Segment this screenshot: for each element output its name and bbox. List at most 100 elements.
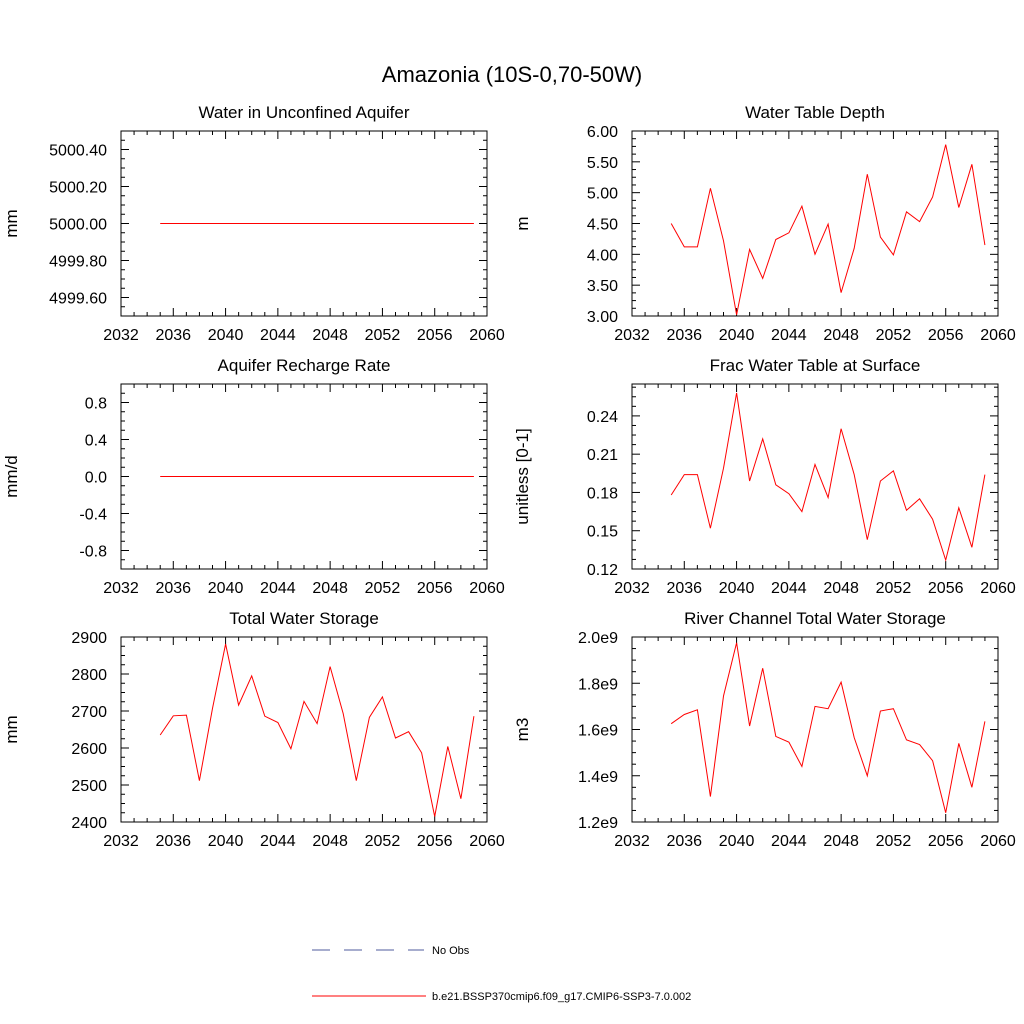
x-tick-label: 2052 [876,833,912,850]
y-tick-label: 2400 [71,815,107,832]
x-tick-label: 2048 [312,580,348,597]
x-tick-label: 2044 [260,833,296,850]
x-tick-label: 2044 [771,327,807,344]
y-tick-label: 0.15 [587,524,618,541]
x-tick-label: 2032 [103,580,139,597]
y-tick-label: 2500 [71,778,107,795]
series-line [159,643,475,817]
x-tick-label: 2056 [928,327,964,344]
series-line [670,392,986,562]
y-tick-label: 5000.20 [49,180,107,197]
panel-5: Total Water Storage mm 2032 2036 2040 2044 204… [2,609,505,850]
x-tick-label: 2048 [823,327,859,344]
y-tick-label: 1.2e9 [578,815,618,832]
series-line [670,642,986,813]
y-tick-label: -0.8 [79,544,107,561]
x-tick-label: 2040 [208,833,244,850]
y-tick-label: 5000.40 [49,143,107,160]
y-tick-label: 0.18 [587,485,618,502]
y-tick-label: 2800 [71,667,107,684]
x-tick-label: 2048 [312,833,348,850]
x-tick-label: 2036 [666,327,702,344]
x-tick-label: 2040 [719,327,755,344]
plot-frame [631,130,999,317]
plot-frame [120,636,488,823]
x-tick-label: 2060 [469,580,505,597]
y-axis-label: m3 [513,718,532,742]
x-tick-label: 2056 [417,580,453,597]
x-tick-label: 2044 [260,327,296,344]
panel-title: River Channel Total Water Storage [684,609,946,628]
y-axis-label: m [513,216,532,230]
legend: No Obs b.e21.BSSP370cmip6.f09_g17.CMIP6-… [312,945,691,1003]
plot-frame [631,383,999,570]
x-tick-label: 2036 [155,833,191,850]
panel-6: River Channel Total Water Storage m3 2032 2… [513,609,1016,850]
x-tick-label: 2052 [365,327,401,344]
y-axis-label: mm [2,209,21,237]
x-tick-label: 2040 [719,833,755,850]
y-tick-label: 5.00 [587,186,618,203]
panel-title: Aquifer Recharge Rate [218,356,391,375]
y-tick-label: 6.00 [587,124,618,141]
y-tick-label: 0.24 [587,409,618,426]
x-tick-label: 2060 [469,327,505,344]
panel-1: Water in Unconfined Aquifer mm 2032 2036 204… [2,103,505,344]
y-tick-label: 3.00 [587,309,618,326]
y-tick-label: 0.21 [587,447,618,464]
y-axis-label: unitless [0-1] [513,428,532,524]
legend-obs-label: No Obs [432,945,470,957]
x-tick-label: 2036 [155,327,191,344]
x-tick-label: 2040 [208,580,244,597]
y-tick-label: 2.0e9 [578,630,618,647]
panel-title: Frac Water Table at Surface [710,356,921,375]
x-tick-label: 2056 [928,833,964,850]
panel-title: Water in Unconfined Aquifer [198,103,409,122]
panels: Water in Unconfined Aquifer mm 2032 2036 204… [2,103,1016,850]
x-tick-label: 2040 [208,327,244,344]
y-tick-label: 2900 [71,630,107,647]
x-tick-label: 2036 [666,580,702,597]
series-line [670,144,986,315]
x-tick-label: 2060 [469,833,505,850]
x-tick-label: 2040 [719,580,755,597]
figure-title: Amazonia (10S-0,70-50W) [382,62,642,87]
y-tick-label: 4999.60 [49,291,107,308]
y-tick-label: 5.50 [587,155,618,172]
x-tick-label: 2048 [823,833,859,850]
x-tick-label: 2052 [876,327,912,344]
x-tick-label: 2052 [876,580,912,597]
y-tick-label: -0.4 [79,507,107,524]
x-tick-label: 2044 [260,580,296,597]
x-tick-label: 2032 [614,833,650,850]
y-tick-label: 1.8e9 [578,676,618,693]
plot-frame [631,636,999,823]
panel-3: Aquifer Recharge Rate mm/d 2032 2036 2040 204… [2,356,505,597]
x-tick-label: 2048 [823,580,859,597]
x-tick-label: 2032 [103,833,139,850]
y-tick-label: 1.4e9 [578,769,618,786]
x-tick-label: 2036 [666,833,702,850]
y-tick-label: 2700 [71,704,107,721]
y-tick-label: 0.4 [85,433,107,450]
x-tick-label: 2044 [771,580,807,597]
y-tick-label: 4999.80 [49,254,107,271]
x-tick-label: 2056 [417,833,453,850]
y-axis-label: mm/d [2,455,21,498]
x-tick-label: 2032 [103,327,139,344]
y-tick-label: 4.50 [587,217,618,234]
y-tick-label: 5000.00 [49,217,107,234]
x-tick-label: 2056 [417,327,453,344]
x-tick-label: 2052 [365,580,401,597]
panel-4: Frac Water Table at Surface unitless [0-1… [513,356,1016,597]
x-tick-label: 2060 [980,580,1016,597]
y-tick-label: 4.00 [587,247,618,264]
x-tick-label: 2056 [928,580,964,597]
x-tick-label: 2052 [365,833,401,850]
y-tick-label: 3.50 [587,278,618,295]
x-tick-label: 2036 [155,580,191,597]
x-tick-label: 2060 [980,833,1016,850]
panel-2: Water Table Depth m 2032 2036 2040 2044 2048 20… [513,103,1016,344]
panel-title: Total Water Storage [229,609,379,628]
x-tick-label: 2044 [771,833,807,850]
